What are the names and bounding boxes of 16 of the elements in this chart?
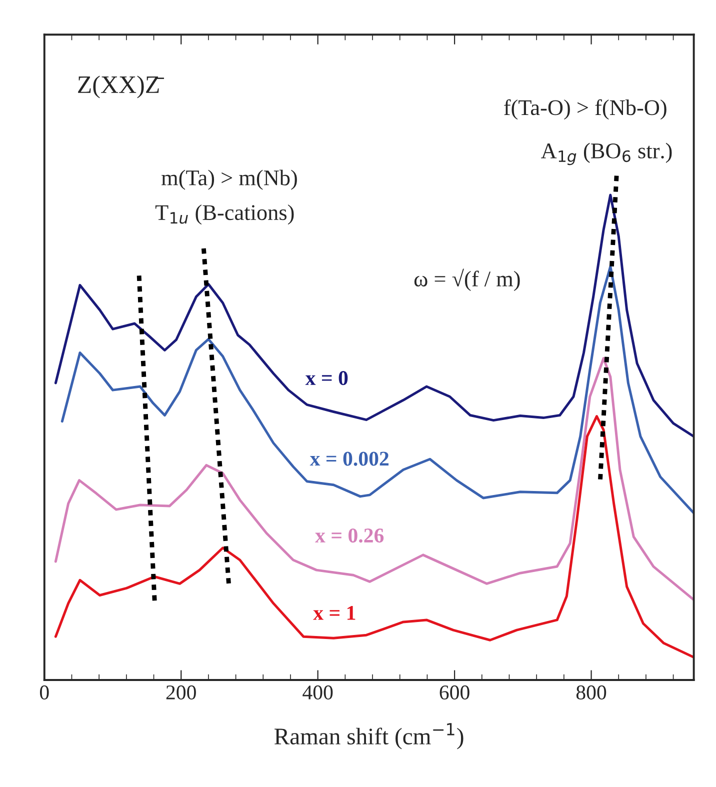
- x-tick-label: 400: [302, 685, 333, 700]
- x-tick-label: 800: [576, 685, 606, 700]
- annotation: m(Ta) > m(Nb): [162, 170, 297, 190]
- annotation: ω = √(f / m): [414, 268, 520, 292]
- x-tick-label: 0: [40, 685, 49, 700]
- text: f(Ta-O) > f(Nb-O): [504, 99, 666, 120]
- series-label: x = 0.002: [310, 452, 389, 466]
- x-tick-label: 600: [440, 685, 470, 700]
- x-axis-title: Raman shift (cm$^{−1}$): [274, 723, 464, 750]
- series-label: x = 0: [305, 371, 348, 386]
- series-label: x = 1: [313, 606, 356, 620]
- x-tick-label: 200: [166, 685, 196, 700]
- series-label: x = 0.26: [315, 528, 384, 543]
- annotation: T$_{1u}$ (B-cations): [155, 204, 294, 225]
- text: A$_{1g}$ (BO$_{6}$ str.): [541, 142, 672, 166]
- text: Z(XX)Z̄: [78, 76, 164, 98]
